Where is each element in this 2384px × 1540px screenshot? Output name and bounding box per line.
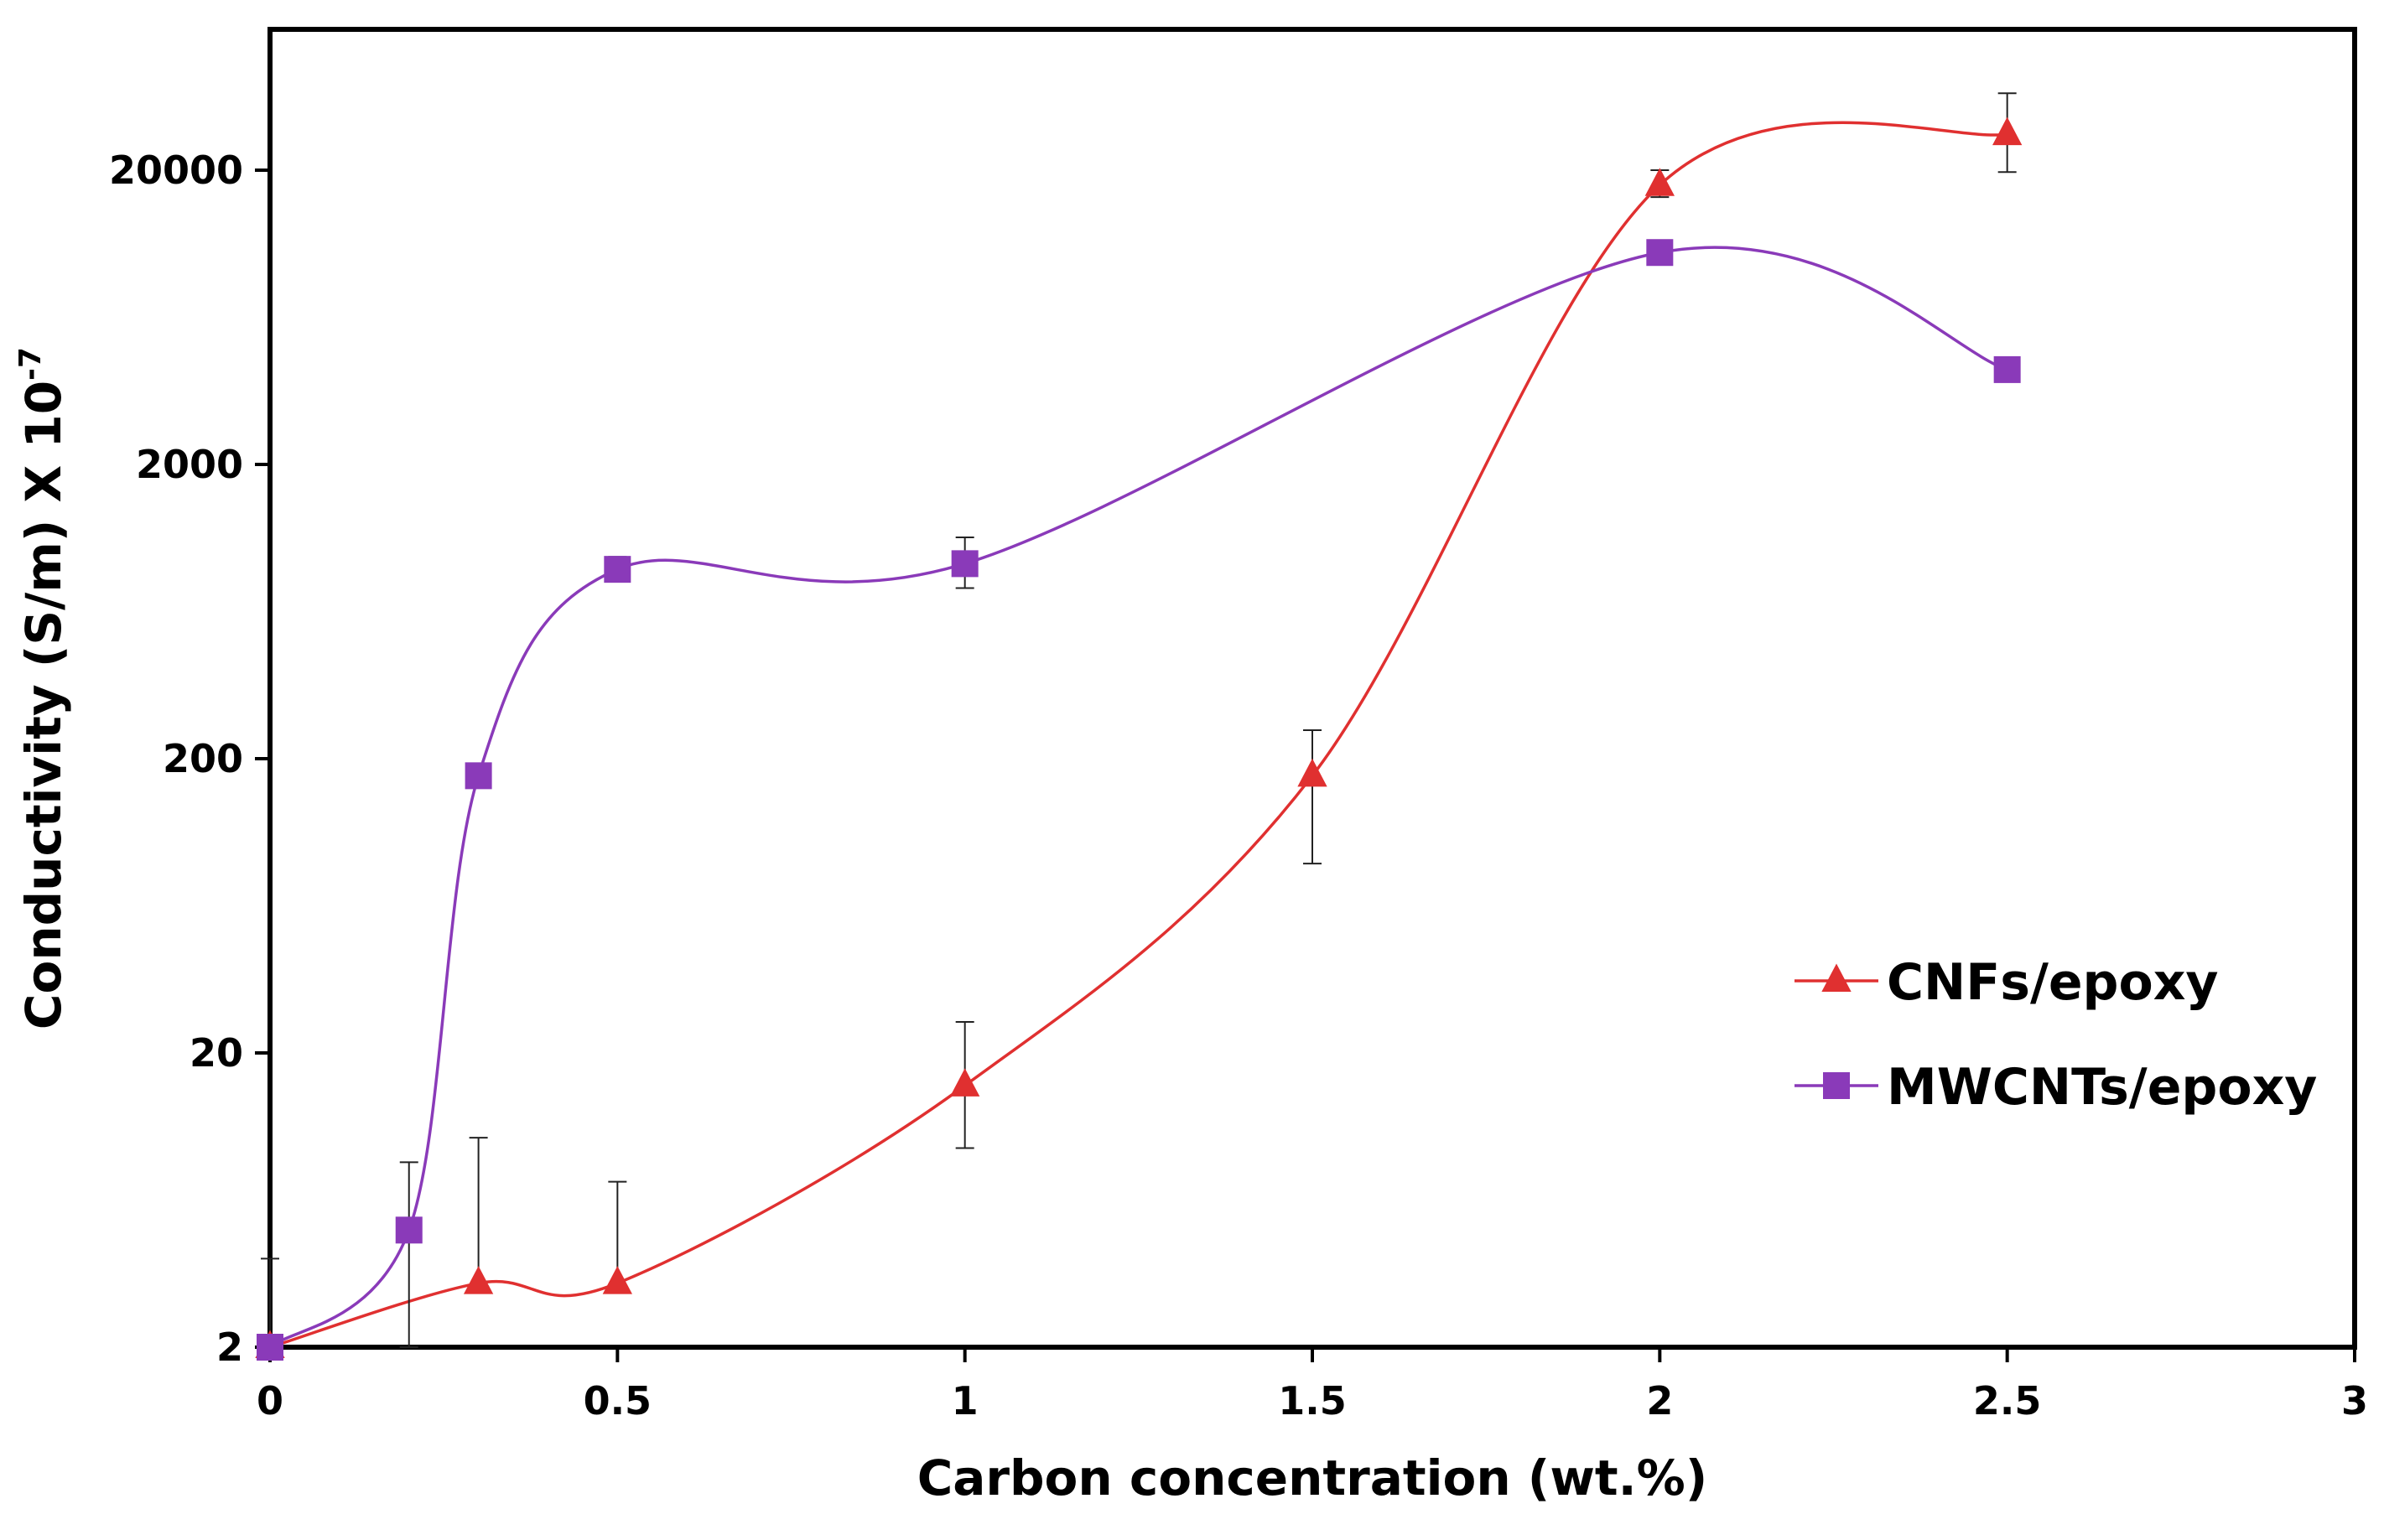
error-bars [261,92,2017,1348]
x-tick-label: 3 [2341,1378,2368,1423]
x-tick-label: 0 [257,1378,283,1423]
y-axis-title-main: Conductivity (S/m) X 10 [15,381,72,1029]
x-tick-label: 1.5 [1278,1378,1347,1423]
data-point-cnfs-epoxy [1297,758,1327,787]
y-tick-label: 20 [190,1030,243,1076]
data-point-mwcnts-epoxy [1646,239,1674,267]
y-axis-title-exponent: -7 [13,347,48,381]
data-point-mwcnts-epoxy [1993,355,2021,383]
series-line-mwcnts-epoxy [268,246,2008,1349]
plot-area [267,27,2357,1350]
y-tick-label: 2 [216,1325,243,1370]
x-tick-label: 2.5 [1973,1378,2042,1423]
axes: 0 0.5 1 1.5 2 2.5 3 2 20 200 2000 20000 Carbon conce… [13,148,2368,1506]
data-point-cnfs-epoxy [1644,168,1675,196]
legend-marker-mwcnts-epoxy [1823,1072,1850,1099]
y-axis-title: Conductivity (S/m) X 10-7 [13,347,72,1029]
data-markers [255,117,2023,1361]
legend-label-mwcnts-epoxy: MWCNTs/epoxy [1887,1058,2317,1117]
legend-label-cnfs-epoxy: CNFs/epoxy [1887,953,2219,1012]
x-axis-title: Carbon concentration (wt.%) [917,1449,1708,1506]
x-tick-label: 2 [1646,1378,1673,1423]
data-point-mwcnts-epoxy [604,556,631,583]
data-point-mwcnts-epoxy [257,1334,283,1361]
y-tick-label: 20000 [109,148,243,193]
series-line-cnfs-epoxy [269,121,2007,1349]
data-point-cnfs-epoxy [1992,117,2023,146]
data-point-cnfs-epoxy [463,1266,494,1294]
x-tick-label: 0.5 [584,1378,652,1423]
data-point-mwcnts-epoxy [465,762,492,790]
x-tick-label: 1 [952,1378,979,1423]
data-point-cnfs-epoxy [950,1068,980,1097]
plot-frame [267,27,2357,1350]
legend-marker-cnfs-epoxy [1821,963,1852,992]
y-tick-label: 2000 [136,442,243,487]
legend: CNFs/epoxy MWCNTs/epoxy [1794,953,2317,1117]
data-point-mwcnts-epoxy [951,550,979,578]
series-curves [268,121,2008,1349]
y-tick-label: 200 [163,736,243,781]
data-point-cnfs-epoxy [602,1266,632,1294]
data-point-mwcnts-epoxy [395,1216,423,1244]
